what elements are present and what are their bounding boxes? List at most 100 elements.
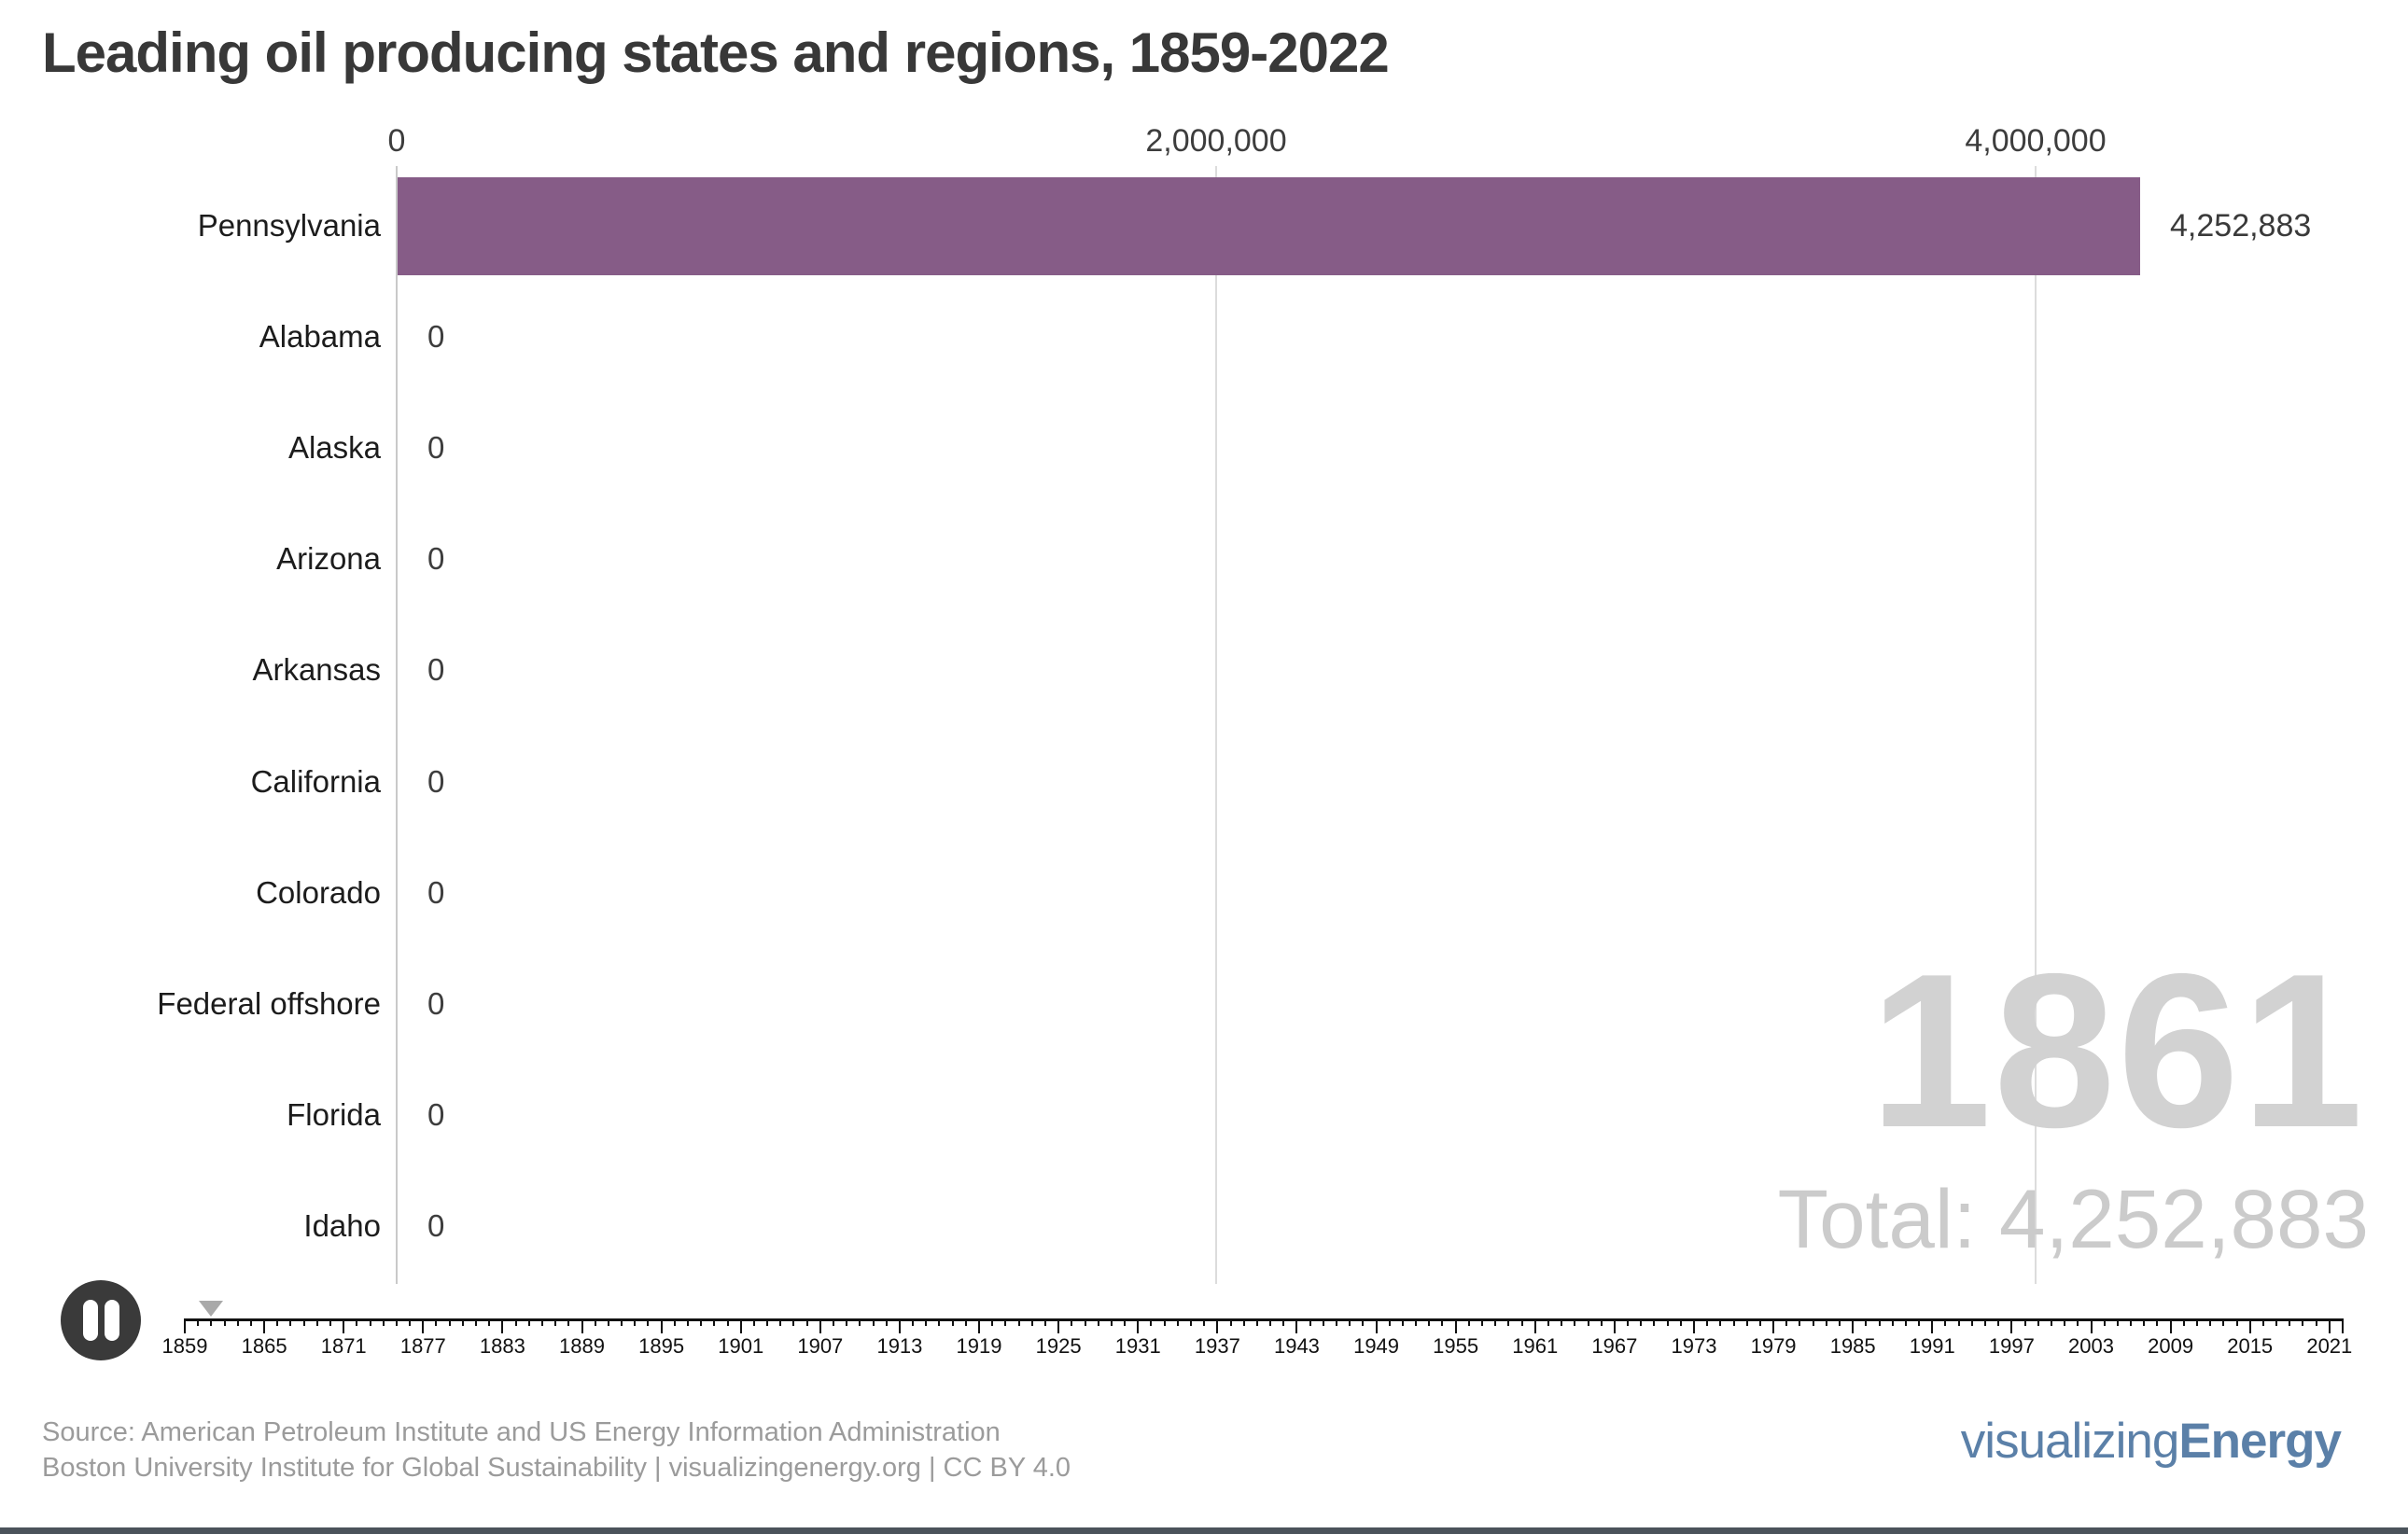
timeline-axis-line[interactable] (184, 1318, 2344, 1321)
timeline-tick (1561, 1319, 1563, 1326)
pause-button[interactable] (61, 1280, 141, 1360)
timeline-tick (2182, 1319, 2185, 1326)
timeline-tick (1494, 1319, 1497, 1326)
timeline-tick (1295, 1319, 1298, 1333)
timeline-tick (846, 1319, 848, 1326)
timeline-tick (1719, 1319, 1722, 1326)
pause-icon (104, 1300, 119, 1341)
timeline-tick (1057, 1319, 1060, 1333)
timeline-tick (938, 1319, 941, 1326)
timeline-tick (1189, 1319, 1192, 1326)
visualizing-energy-logo[interactable]: visualizingEnergy (1961, 1413, 2342, 1470)
grid-line (2035, 166, 2037, 1284)
source-line-2: Boston University Institute for Global S… (42, 1453, 1071, 1483)
timeline-tick (1269, 1319, 1272, 1326)
timeline-tick (859, 1319, 861, 1326)
timeline-tick (819, 1319, 821, 1333)
timeline-tick (2010, 1319, 2013, 1333)
grid-line (1215, 166, 1217, 1284)
timeline-tick (700, 1319, 703, 1326)
timeline-tick (276, 1319, 279, 1326)
timeline-tick (951, 1319, 954, 1326)
timeline-tick (1004, 1319, 1007, 1326)
timeline-tick (1520, 1319, 1523, 1326)
category-label: Arkansas (252, 652, 381, 688)
timeline-year-label: 2009 (2148, 1334, 2194, 1358)
bar-value-label: 0 (427, 319, 445, 355)
timeline-tick (1931, 1319, 1934, 1333)
timeline-tick (1150, 1319, 1153, 1326)
category-label: Colorado (256, 874, 381, 910)
timeline-year-label: 1961 (1512, 1334, 1559, 1358)
timeline-tick (263, 1319, 266, 1333)
timeline-tick (634, 1319, 637, 1326)
category-label: Federal offshore (157, 985, 381, 1021)
timeline-year-label: 1991 (1909, 1334, 1955, 1358)
timeline-tick (805, 1319, 808, 1326)
timeline-year-label: 1925 (1035, 1334, 1082, 1358)
source-line-1: Source: American Petroleum Institute and… (42, 1417, 1001, 1447)
timeline-tick (885, 1319, 888, 1326)
timeline-tick (1706, 1319, 1709, 1326)
timeline-tick (991, 1319, 994, 1326)
bar-value-label: 0 (427, 652, 445, 688)
timeline-tick (1124, 1319, 1127, 1326)
timeline-tick (1481, 1319, 1484, 1326)
timeline-tick (302, 1319, 305, 1326)
bottom-accent-bar (0, 1527, 2408, 1534)
timeline-tick (1110, 1319, 1113, 1326)
timeline-tick (2315, 1319, 2317, 1326)
timeline-tick (898, 1319, 901, 1333)
bar (398, 176, 2141, 275)
timeline-tick (475, 1319, 478, 1326)
current-year-display: 1861 (1869, 927, 2365, 1173)
timeline-year-label: 2021 (2306, 1334, 2353, 1358)
timeline-tick (1415, 1319, 1418, 1326)
timeline-tick (2248, 1319, 2251, 1333)
timeline-year-label: 1979 (1750, 1334, 1797, 1358)
timeline-tick (978, 1319, 981, 1333)
timeline-tick (2195, 1319, 2198, 1326)
timeline-tick (1349, 1319, 1351, 1326)
timeline-tick (2222, 1319, 2225, 1326)
pause-icon (82, 1300, 98, 1341)
timeline-tick (435, 1319, 438, 1326)
timeline-tick (2261, 1319, 2264, 1326)
timeline-year-label: 2015 (2227, 1334, 2274, 1358)
timeline-tick (1137, 1319, 1140, 1333)
timeline-year-label: 1859 (161, 1334, 208, 1358)
timeline-tick (409, 1319, 412, 1326)
timeline-tick (1679, 1319, 1682, 1326)
page-title: Leading oil producing states and regions… (42, 21, 1390, 84)
timeline-tick (329, 1319, 332, 1326)
timeline-tick (1071, 1319, 1073, 1326)
category-label: Idaho (303, 1207, 381, 1243)
timeline-tick (514, 1319, 517, 1326)
timeline-tick (1336, 1319, 1337, 1326)
timeline-year-label: 1907 (797, 1334, 844, 1358)
timeline-tick (197, 1319, 200, 1326)
timeline-tick (2103, 1319, 2106, 1326)
timeline-tick (833, 1319, 835, 1326)
timeline-tick (343, 1319, 345, 1333)
timeline-tick (2302, 1319, 2304, 1326)
timeline-tick (1507, 1319, 1510, 1326)
timeline-tick (2209, 1319, 2212, 1326)
timeline-tick (1997, 1319, 2000, 1326)
timeline-tick (249, 1319, 252, 1326)
timeline-tick (1745, 1319, 1748, 1326)
timeline-tick (356, 1319, 358, 1326)
timeline-tick (488, 1319, 491, 1326)
timeline-tick (1918, 1319, 1921, 1326)
timeline-year-label: 1997 (1988, 1334, 2035, 1358)
timeline-tick (713, 1319, 716, 1326)
category-label: Florida (287, 1096, 381, 1132)
timeline-tick (2289, 1319, 2291, 1326)
timeline-tick (184, 1319, 186, 1333)
timeline-tick (1322, 1319, 1324, 1326)
timeline-tick (2235, 1319, 2238, 1326)
timeline-tick (766, 1319, 769, 1326)
timeline-tick (2156, 1319, 2159, 1326)
x-axis-tick-label: 4,000,000 (1965, 123, 2107, 159)
timeline-position-marker[interactable] (199, 1301, 224, 1317)
